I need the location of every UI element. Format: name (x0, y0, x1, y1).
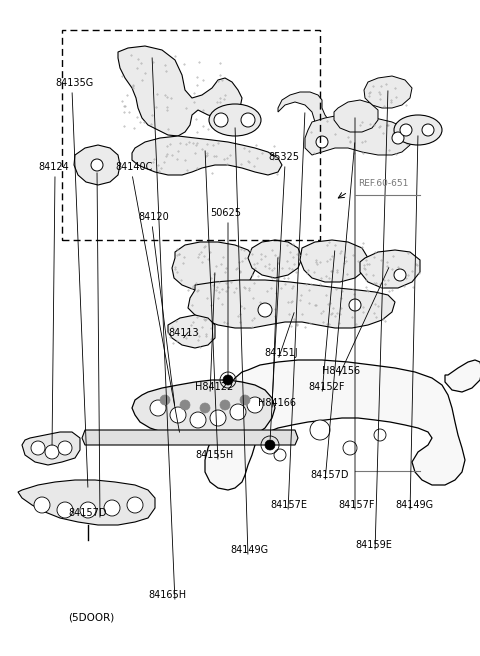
Circle shape (240, 395, 250, 405)
Polygon shape (248, 240, 302, 278)
Text: 84151J: 84151J (264, 348, 298, 358)
Text: 84157F: 84157F (338, 500, 374, 510)
Text: REF.60-651: REF.60-651 (358, 179, 408, 188)
Circle shape (310, 420, 330, 440)
Ellipse shape (394, 115, 442, 145)
Polygon shape (205, 360, 465, 490)
Ellipse shape (209, 104, 261, 136)
Text: 84149G: 84149G (230, 545, 268, 555)
Polygon shape (445, 360, 480, 392)
Circle shape (265, 440, 275, 450)
Polygon shape (168, 315, 215, 348)
Circle shape (34, 497, 50, 513)
Bar (62, 30, 320, 240)
Circle shape (223, 375, 233, 385)
Circle shape (258, 303, 272, 317)
Circle shape (190, 412, 206, 428)
Circle shape (210, 410, 226, 426)
Circle shape (343, 441, 357, 455)
Text: 85325: 85325 (268, 152, 299, 162)
Polygon shape (334, 100, 378, 132)
Circle shape (104, 500, 120, 516)
Text: (5DOOR): (5DOOR) (68, 612, 114, 622)
Circle shape (274, 449, 286, 461)
Circle shape (80, 502, 96, 518)
Polygon shape (132, 136, 282, 175)
Circle shape (91, 159, 103, 171)
Circle shape (160, 395, 170, 405)
Text: 84155H: 84155H (195, 450, 233, 460)
Circle shape (247, 397, 263, 413)
Text: 84135G: 84135G (55, 78, 93, 88)
Circle shape (150, 400, 166, 416)
Circle shape (31, 441, 45, 455)
Text: 84157E: 84157E (270, 500, 307, 510)
Circle shape (392, 132, 404, 144)
Text: 50625: 50625 (210, 208, 241, 218)
Circle shape (400, 124, 412, 136)
Circle shape (57, 502, 73, 518)
Circle shape (170, 407, 186, 423)
Circle shape (45, 445, 59, 459)
Text: 84140C: 84140C (115, 162, 152, 172)
Circle shape (394, 269, 406, 281)
Text: H84166: H84166 (258, 398, 296, 408)
Text: 84120: 84120 (138, 212, 169, 222)
Polygon shape (118, 46, 242, 136)
Circle shape (349, 299, 361, 311)
Polygon shape (300, 240, 368, 282)
Polygon shape (360, 250, 420, 288)
Circle shape (220, 400, 230, 410)
Circle shape (374, 429, 386, 441)
Circle shape (241, 113, 255, 127)
Circle shape (316, 136, 328, 148)
Polygon shape (22, 432, 80, 465)
Circle shape (422, 124, 434, 136)
Text: 84124: 84124 (38, 162, 69, 172)
Text: 84152F: 84152F (308, 382, 345, 392)
Text: 84157D: 84157D (68, 508, 107, 518)
Polygon shape (18, 480, 155, 525)
Text: 84165H: 84165H (148, 590, 186, 600)
Polygon shape (364, 76, 412, 108)
Circle shape (127, 497, 143, 513)
Circle shape (214, 113, 228, 127)
Text: H84156: H84156 (322, 366, 360, 376)
Polygon shape (172, 242, 255, 292)
Text: 84149G: 84149G (395, 500, 433, 510)
Text: 84113: 84113 (168, 328, 199, 338)
Circle shape (230, 404, 246, 420)
Circle shape (58, 441, 72, 455)
Polygon shape (278, 92, 332, 135)
Circle shape (180, 400, 190, 410)
Polygon shape (132, 380, 275, 442)
Circle shape (200, 403, 210, 413)
Text: 84159E: 84159E (355, 540, 392, 550)
Polygon shape (82, 430, 298, 445)
Polygon shape (74, 145, 120, 185)
Text: 84157D: 84157D (310, 470, 348, 480)
Text: H84122: H84122 (195, 382, 233, 392)
Polygon shape (305, 115, 412, 155)
Polygon shape (188, 280, 395, 328)
